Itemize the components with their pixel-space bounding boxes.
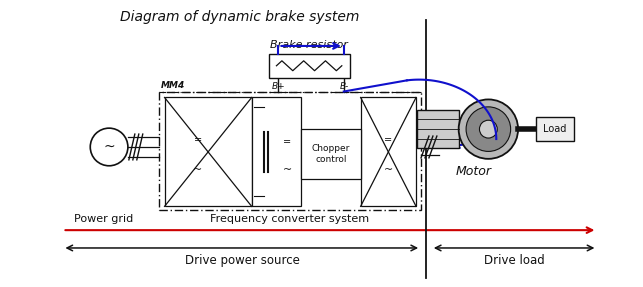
Circle shape (90, 128, 128, 166)
Text: =: = (284, 137, 291, 147)
Bar (251, 98, 301, 206)
Text: ~: ~ (384, 165, 393, 175)
Bar (269, 54, 350, 78)
Text: Drive power source: Drive power source (185, 254, 300, 267)
Text: Power grid: Power grid (75, 214, 134, 224)
Text: Drive load: Drive load (484, 254, 545, 267)
Bar (159, 92, 421, 210)
Text: =: = (385, 135, 392, 145)
Bar (301, 129, 361, 179)
Text: =: = (194, 135, 202, 145)
Text: ~: ~ (283, 165, 292, 175)
Bar (361, 98, 416, 206)
Text: B+: B+ (271, 82, 285, 90)
Text: Brake resistor: Brake resistor (270, 40, 348, 50)
Bar (417, 110, 458, 148)
Bar (165, 98, 251, 206)
Text: MM4: MM4 (161, 81, 185, 90)
Text: Load: Load (543, 124, 566, 134)
Circle shape (458, 99, 518, 159)
Bar (536, 117, 574, 141)
Text: ~: ~ (193, 165, 203, 175)
Text: Frequency converter system: Frequency converter system (210, 214, 369, 224)
Text: ~: ~ (104, 140, 115, 154)
Text: Diagram of dynamic brake system: Diagram of dynamic brake system (120, 10, 359, 24)
Text: Chopper
control: Chopper control (312, 144, 350, 164)
Circle shape (466, 107, 511, 152)
Text: Motor: Motor (455, 165, 491, 178)
Text: B-: B- (340, 82, 349, 90)
Circle shape (480, 120, 497, 138)
